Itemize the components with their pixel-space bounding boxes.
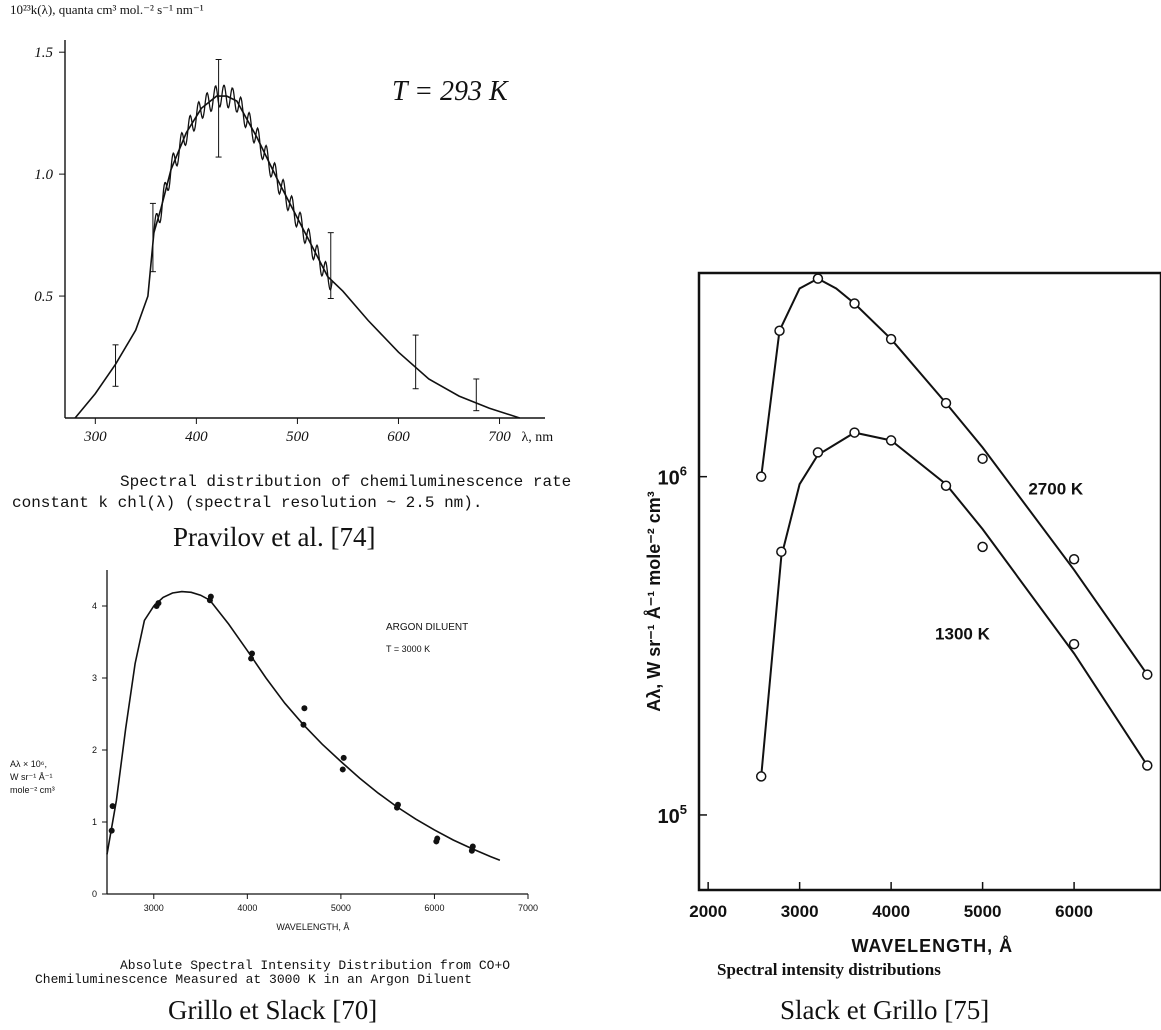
chart2-caption-line2: Chemiluminescence Measured at 3000 K in … (35, 972, 472, 987)
chart2-svg: 3000 4000 5000 6000 7000 WAVELENGTH, Å 0 1 2 3 4 (92, 570, 538, 932)
chart1-y-tick-label: 0.5 (34, 289, 53, 305)
chart2-data-point (207, 593, 214, 600)
chart3-data-point (812, 273, 824, 284)
chart3-data-point (1142, 760, 1153, 771)
chart3-data-point (885, 435, 897, 446)
chart1-svg: 300 400 500 600 700 λ, nm 0.5 1.0 1.5 (34, 40, 554, 445)
chart1-band-ripple (153, 84, 333, 291)
chart2-data-point (249, 650, 256, 657)
chart2-y-tick-label: 0 (92, 889, 97, 899)
chart2-y-tick-label: 3 (92, 673, 97, 683)
chart2-caption-line1: Absolute Spectral Intensity Distribution… (120, 958, 511, 973)
chart3-x-tick-label: 6000 (1055, 902, 1093, 921)
chart1-annotation: T = 293 K (392, 76, 508, 107)
chart2-x-tick-label: 7000 (518, 903, 538, 913)
chart3-y-tick-label: 105 (658, 802, 687, 828)
chart2-data-point (394, 801, 401, 808)
chart1-x-tick-label: 500 (286, 429, 309, 445)
chart3-caption: Spectral intensity distributions (717, 960, 941, 979)
chart2-x-tick-label: 3000 (144, 903, 164, 913)
chart3-data-point (885, 333, 897, 345)
chart3-series-label-2700: 2700 K (1028, 480, 1084, 499)
chart3-data-point (849, 427, 860, 438)
chart3-data-point (755, 771, 767, 782)
chart3-x-axis-label: WAVELENGTH, Å (851, 936, 1013, 956)
chart3-y-axis-label: Aλ, W sr⁻¹ Å⁻¹ mole⁻² cm³ (644, 491, 664, 712)
chart3-data-point (774, 325, 785, 336)
chart3-x-tick-label: 2000 (689, 902, 727, 921)
chart3-credit: Slack et Grillo [75] (780, 995, 990, 1025)
chart1-caption-line2: constant k chl(λ) (spectral resolution ~… (12, 494, 483, 512)
chart1-x-tick-label: 400 (185, 429, 208, 445)
chart3-series-line-1 (760, 431, 1149, 777)
chart2-data-point (155, 600, 162, 607)
chart1-credit: Pravilov et al. [74] (173, 522, 376, 552)
chart2-data-point (109, 803, 116, 810)
chart2-x-axis-label: WAVELENGTH, Å (276, 922, 349, 932)
chart2-data-point (248, 655, 255, 662)
chart1-y-tick-label: 1.0 (34, 167, 53, 183)
chart3-series-line-0 (760, 277, 1149, 676)
chart2-y-tick-label: 1 (92, 817, 97, 827)
chart1-caption-line1: Spectral distribution of chemiluminescen… (120, 473, 572, 491)
chart3-data-point (776, 546, 787, 557)
chart3-frame (697, 271, 1161, 892)
chart2-ylabel-line2: W sr⁻¹ Å⁻¹ (10, 772, 53, 782)
chart2-credit: Grillo et Slack [70] (168, 995, 378, 1025)
chart1-x-axis-label: λ, nm (522, 430, 554, 445)
chart3-data-point (1068, 554, 1080, 565)
chart2-ylabel-line1: Aλ × 10⁶, (10, 759, 47, 769)
chart1-x-tick-label: 700 (488, 429, 511, 445)
chart2-ylabel-line3: mole⁻² cm³ (10, 785, 55, 795)
chart3-x-tick-label: 5000 (964, 902, 1002, 921)
chart3-data-point (940, 397, 952, 409)
chart2-series-line (106, 590, 501, 861)
chart3-data-point (977, 541, 988, 553)
chart2-data-point (469, 843, 476, 850)
chart2-data-point (108, 827, 115, 834)
chart3-x-tick-label: 4000 (872, 902, 910, 921)
chart3-data-point (1142, 669, 1153, 680)
chart2-y-tick-label: 2 (92, 745, 97, 755)
chart2-data-point (301, 705, 308, 712)
chart2-annotation-line2: T = 3000 K (386, 644, 431, 654)
chart3-data-point (940, 480, 952, 492)
chart2-annotation-line1: ARGON DILUENT (386, 622, 469, 633)
chart2-x-tick-label: 5000 (331, 903, 351, 913)
chart1-y-tick-label: 1.5 (34, 45, 53, 61)
chart3-x-tick-label: 3000 (781, 902, 819, 921)
chart3-data-point (755, 471, 767, 482)
chart2-data-point (300, 721, 307, 728)
chart2-data-point (340, 754, 347, 761)
chart1-series-line (74, 95, 520, 419)
chart2-x-tick-label: 6000 (424, 903, 444, 913)
chart2-data-point (434, 835, 441, 842)
chart2-data-point (339, 766, 346, 773)
chart2-ylabel: Aλ × 10⁶, W sr⁻¹ Å⁻¹ mole⁻² cm³ (10, 758, 55, 797)
chart1-x-tick-label: 600 (387, 429, 410, 445)
chart3-svg: 2000 3000 4000 5000 6000 WAVELENGTH, Å 105 106A… (644, 271, 1161, 956)
chart3-data-point (1068, 638, 1080, 650)
chart2-y-tick-label: 4 (92, 601, 97, 611)
chart3-data-point (849, 298, 860, 309)
chart1-ylabel: 10²³k(λ), quanta cm³ mol.⁻² s⁻¹ nm⁻¹ (10, 2, 204, 17)
chart3-series-label-1300: 1300 K (935, 625, 991, 644)
chart1-x-tick-label: 300 (83, 429, 107, 445)
chart2-x-tick-label: 4000 (237, 903, 257, 913)
chart3-data-point (812, 447, 824, 458)
chart3-y-tick-label: 106 (658, 464, 687, 490)
chart3-data-point (977, 453, 988, 464)
